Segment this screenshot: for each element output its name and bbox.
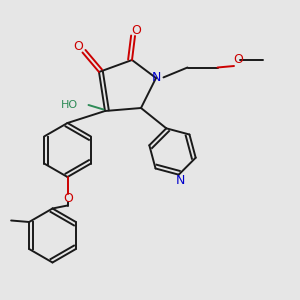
Text: O: O bbox=[63, 192, 73, 206]
Text: O: O bbox=[234, 53, 243, 66]
Text: N: N bbox=[151, 70, 161, 84]
Text: O: O bbox=[131, 23, 141, 37]
Text: O: O bbox=[74, 40, 83, 53]
Text: N: N bbox=[176, 174, 185, 187]
Text: HO: HO bbox=[61, 100, 78, 110]
